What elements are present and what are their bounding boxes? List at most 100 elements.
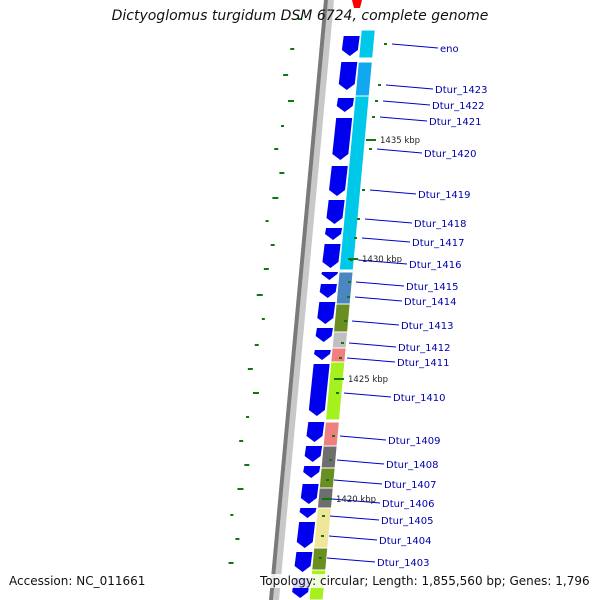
gene-label: Dtur_1423 <box>435 85 488 96</box>
gene-leader-line <box>336 459 385 465</box>
gene-label: Dtur_1418 <box>414 219 467 230</box>
gc-skew-mark <box>263 268 269 270</box>
gene-tick <box>348 281 351 283</box>
gene-leader-line <box>354 296 403 302</box>
gene-label: Dtur_1419 <box>418 190 471 201</box>
gene-tick <box>341 342 344 344</box>
gene-leader-line <box>361 237 411 243</box>
scale-label: 1420 kbp <box>336 495 376 505</box>
forward-cds-arrow <box>317 302 336 324</box>
cog-gene-block <box>324 361 346 421</box>
accession-text: Accession: NC_011661 <box>9 574 146 588</box>
forward-cds-arrow <box>314 350 331 360</box>
gene-tick <box>319 557 322 559</box>
gene-tick <box>384 43 387 45</box>
gene-tick <box>336 392 339 394</box>
gc-skew-track <box>228 18 301 564</box>
gene-label: Dtur_1405 <box>381 516 434 527</box>
gene-leader-line <box>382 100 431 106</box>
gc-skew-mark <box>261 318 265 320</box>
gene-tick <box>378 84 381 86</box>
gene-leader-line <box>351 320 400 326</box>
cog-gene-block <box>313 507 332 549</box>
gene-tick <box>332 435 335 437</box>
forward-cds-arrow <box>308 364 330 416</box>
forward-cds-arrow <box>294 552 313 572</box>
forward-cds-arrow <box>326 200 345 224</box>
forward-cds-arrow <box>296 522 316 548</box>
gene-label: Dtur_1420 <box>424 149 477 160</box>
cog-gene-block <box>318 467 336 489</box>
gene-labels: eno Dtur_1423 Dtur_1422 Dtur_1421 Dtur_1420 D… <box>319 43 488 569</box>
gene-leader-line <box>328 535 378 541</box>
cog-gene-block <box>335 271 354 305</box>
gene-label: Dtur_1406 <box>382 499 435 510</box>
map-title: Dictyoglomus turgidum DSM 6724, complete… <box>111 8 489 24</box>
cog-gene-block <box>331 331 349 349</box>
forward-cds-arrow <box>321 272 339 280</box>
gc-skew-mark <box>283 74 289 76</box>
cog-gene-block <box>320 445 338 469</box>
forward-cds-arrow <box>299 508 317 518</box>
gene-tick <box>357 218 360 220</box>
gene-label: Dtur_1416 <box>409 260 462 271</box>
forward-cds-arrow <box>338 62 358 90</box>
forward-cds-arrow <box>303 466 321 478</box>
cog-gene-block <box>330 347 347 363</box>
scale-label: 1430 kbp <box>362 255 402 265</box>
gene-leader-line <box>326 557 376 563</box>
gene-leader-line <box>379 116 428 122</box>
gene-tick <box>321 535 324 537</box>
gene-tick <box>362 189 365 191</box>
forward-cds-arrow <box>341 36 360 56</box>
gene-label: Dtur_1415 <box>406 282 459 293</box>
gene-label: Dtur_1412 <box>398 343 451 354</box>
gene-label: Dtur_1409 <box>388 436 441 447</box>
forward-cds-arrow <box>329 166 348 196</box>
gc-skew-mark <box>244 464 250 466</box>
gene-label: eno <box>440 44 459 55</box>
gene-tick <box>354 237 357 239</box>
gc-skew-mark <box>281 125 284 127</box>
gene-leader-line <box>391 43 439 49</box>
gene-tick <box>375 100 378 102</box>
gene-label: Dtur_1410 <box>393 393 446 404</box>
scale-label: 1435 kbp <box>380 136 420 146</box>
gene-leader-line <box>343 392 392 398</box>
scale-label: 1425 kbp <box>348 375 388 385</box>
gene-tick <box>339 357 342 359</box>
gc-skew-mark <box>290 48 295 50</box>
gene-leader-line <box>348 342 397 348</box>
gene-tick <box>369 148 372 150</box>
highlight-gene-block <box>352 0 362 8</box>
gc-skew-mark <box>235 538 240 540</box>
forward-cds-track <box>292 36 360 598</box>
gene-label: Dtur_1403 <box>377 558 430 569</box>
gene-leader-line <box>333 479 383 485</box>
gc-skew-mark <box>274 148 279 150</box>
forward-cds-arrow <box>319 284 337 298</box>
backbone-ring <box>269 0 334 600</box>
gc-skew-mark <box>256 294 263 296</box>
cog-gene-block <box>354 61 373 97</box>
forward-cds-arrow <box>306 422 325 442</box>
gene-tick <box>326 479 329 481</box>
gene-label: Dtur_1404 <box>379 536 432 547</box>
forward-cds-arrow <box>336 98 355 112</box>
gc-skew-mark <box>297 18 301 20</box>
gene-tick <box>372 116 375 118</box>
forward-cds-arrow <box>325 228 343 240</box>
forward-cds-arrow <box>304 446 323 462</box>
gene-label: Dtur_1411 <box>397 358 450 369</box>
gene-leader-line <box>357 259 408 265</box>
gene-tick <box>329 459 332 461</box>
gene-tick <box>347 296 350 298</box>
cog-gene-block <box>333 303 351 333</box>
gene-label: Dtur_1417 <box>412 238 465 249</box>
gc-skew-mark <box>270 244 275 246</box>
gene-label: Dtur_1408 <box>386 460 439 471</box>
gc-skew-mark <box>246 416 250 418</box>
gc-skew-mark <box>239 440 244 442</box>
